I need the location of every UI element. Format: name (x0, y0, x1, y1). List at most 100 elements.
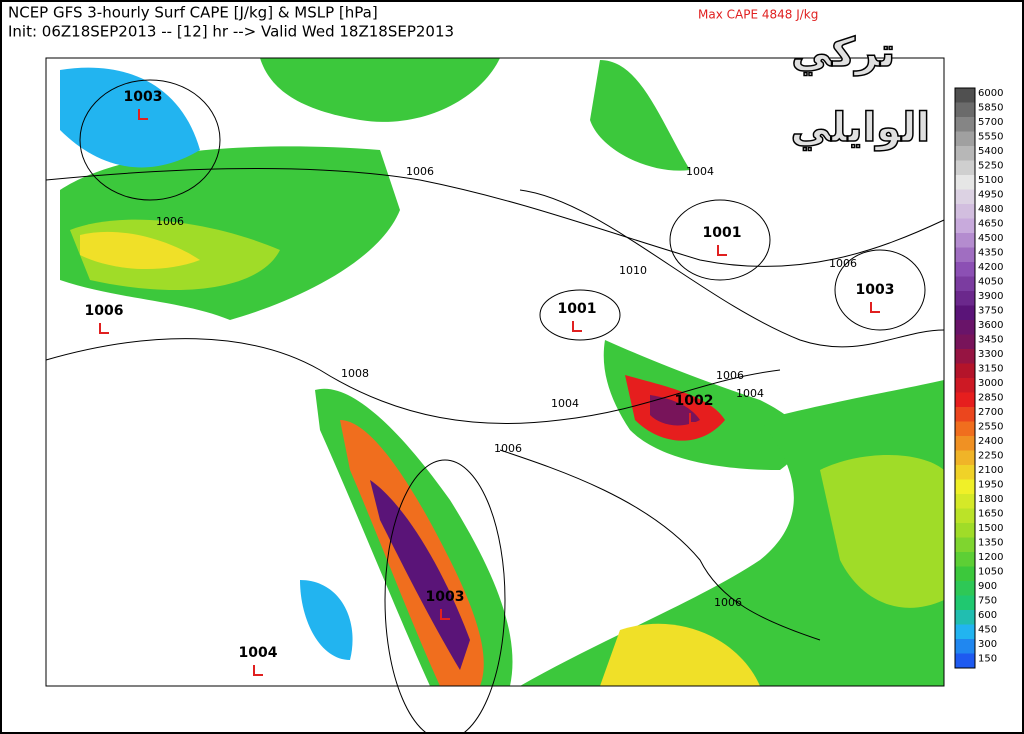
colorbar-label: 2400 (978, 436, 1003, 447)
colorbar-swatch (955, 624, 975, 639)
colorbar-label: 5850 (978, 103, 1003, 114)
colorbar-label: 6000 (978, 88, 1003, 99)
colorbar-swatch (955, 392, 975, 407)
pressure-center-label: 1003 (124, 89, 163, 105)
colorbar-label: 4350 (978, 248, 1003, 259)
low-marker (870, 302, 880, 313)
colorbar-label: 900 (978, 581, 997, 592)
low-marker (689, 413, 699, 424)
colorbar-swatch (955, 189, 975, 204)
colorbar-swatch (955, 407, 975, 422)
colorbar-swatch (955, 508, 975, 523)
pressure-center-label: 1006 (85, 303, 124, 319)
colorbar-swatch (955, 537, 975, 552)
colorbar-label: 5700 (978, 117, 1003, 128)
isobar-label: 1004 (736, 387, 764, 400)
pressure-center-label: 1002 (675, 393, 714, 409)
colorbar-swatch (955, 523, 975, 538)
colorbar-label: 3300 (978, 349, 1003, 360)
colorbar-label: 1050 (978, 567, 1003, 578)
colorbar-label: 4050 (978, 277, 1003, 288)
pressure-center-label: 1001 (703, 225, 742, 241)
colorbar-swatch (955, 291, 975, 306)
colorbar-label: 4650 (978, 219, 1003, 230)
colorbar-swatch (955, 88, 975, 103)
colorbar-label: 3450 (978, 335, 1003, 346)
colorbar-label: 2250 (978, 451, 1003, 462)
title-line2: Init: 06Z18SEP2013 -- [12] hr --> Valid … (8, 23, 454, 41)
watermark-line1: تركي (791, 30, 895, 76)
colorbar-label: 300 (978, 639, 997, 650)
low-marker (99, 323, 109, 334)
colorbar-label: 600 (978, 610, 997, 621)
colorbar-label: 2100 (978, 465, 1003, 476)
colorbar-swatch (955, 479, 975, 494)
colorbar-label: 3600 (978, 320, 1003, 331)
isobar-label: 1006 (714, 596, 742, 609)
colorbar-swatch (955, 204, 975, 219)
colorbar-swatch (955, 175, 975, 190)
pressure-center-label: 1001 (558, 301, 597, 317)
colorbar-label: 5250 (978, 161, 1003, 172)
colorbar-swatch (955, 349, 975, 364)
low-marker (717, 245, 727, 256)
colorbar-label: 4800 (978, 204, 1003, 215)
colorbar-label: 3750 (978, 306, 1003, 317)
max-cape: Max CAPE 4848 J/kg (698, 8, 818, 22)
colorbar-swatch (955, 610, 975, 625)
colorbar-label: 150 (978, 654, 997, 665)
colorbar-swatch (955, 465, 975, 480)
title-line1: NCEP GFS 3-hourly Surf CAPE [J/kg] & MSL… (8, 4, 378, 22)
low-marker (138, 109, 148, 120)
isobar-label: 1008 (341, 367, 369, 380)
colorbar-swatch (955, 334, 975, 349)
isobar-label: 1006 (156, 215, 184, 228)
pressure-center-label: 1004 (239, 645, 278, 661)
colorbar-label: 5400 (978, 146, 1003, 157)
colorbar-label: 450 (978, 625, 997, 636)
colorbar-swatch (955, 595, 975, 610)
isobar-label: 1006 (829, 257, 857, 270)
colorbar-swatch (955, 378, 975, 393)
colorbar-swatch (955, 117, 975, 132)
watermark-line2: الوايلي (791, 105, 930, 151)
colorbar-swatch (955, 653, 975, 668)
low-marker (440, 609, 450, 620)
colorbar-label: 1350 (978, 538, 1003, 549)
colorbar-label: 3150 (978, 364, 1003, 375)
colorbar-label: 750 (978, 596, 997, 607)
colorbar-swatch (955, 247, 975, 262)
colorbar-swatch (955, 436, 975, 451)
colorbar-label: 2700 (978, 407, 1003, 418)
colorbar-label: 5100 (978, 175, 1003, 186)
colorbar-swatch (955, 566, 975, 581)
colorbar-label: 2850 (978, 393, 1003, 404)
colorbar-swatch (955, 421, 975, 436)
pressure-center-label: 1003 (426, 589, 465, 605)
colorbar-swatch (955, 146, 975, 161)
colorbar-swatch (955, 320, 975, 335)
pressure-center-label: 1003 (856, 282, 895, 298)
low-marker (572, 321, 582, 332)
colorbar-label: 2550 (978, 422, 1003, 433)
isobar-label: 1010 (619, 264, 647, 277)
colorbar-swatch (955, 160, 975, 175)
colorbar-label: 3000 (978, 378, 1003, 389)
colorbar-swatch (955, 450, 975, 465)
colorbar-swatch (955, 262, 975, 277)
colorbar-swatch (955, 131, 975, 146)
colorbar-swatch (955, 363, 975, 378)
colorbar-label: 4950 (978, 190, 1003, 201)
colorbar-label: 1950 (978, 480, 1003, 491)
isobars (45, 79, 945, 734)
colorbar-swatch (955, 233, 975, 248)
colorbar-swatch (955, 305, 975, 320)
isobar-label: 1006 (406, 165, 434, 178)
isobar-label: 1004 (551, 397, 579, 410)
low-marker (253, 665, 263, 676)
colorbar-swatch (955, 552, 975, 567)
isobar-label: 1004 (686, 165, 714, 178)
colorbar-border (954, 87, 976, 669)
